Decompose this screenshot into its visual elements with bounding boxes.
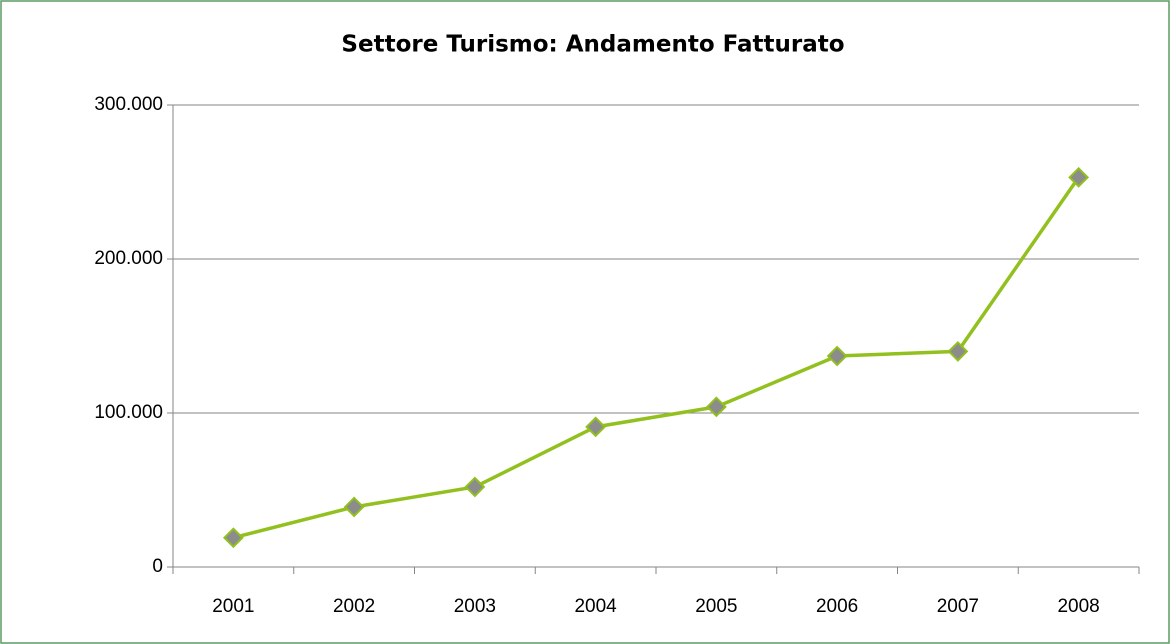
y-tick-label: 200.000 (94, 248, 163, 269)
data-point (222, 527, 244, 549)
x-tick-label: 2001 (212, 596, 254, 617)
data-point (705, 396, 727, 418)
data-point (464, 476, 486, 498)
x-tick-label: 2002 (333, 596, 375, 617)
data-point (826, 345, 848, 367)
x-tick-label: 2005 (695, 596, 737, 617)
y-tick-label: 0 (152, 556, 163, 577)
x-tick-label: 2007 (937, 596, 979, 617)
line-series (232, 176, 1081, 540)
chart-title: Settore Turismo: Andamento Fatturato (341, 32, 844, 58)
y-tick-label: 100.000 (94, 402, 163, 423)
data-point (947, 340, 969, 362)
x-tick-label: 2004 (574, 596, 617, 617)
data-point (343, 496, 365, 518)
x-tick-label: 2003 (454, 596, 496, 617)
data-point (585, 416, 607, 438)
y-tick-label: 300.000 (94, 94, 163, 115)
x-tick-label: 2008 (1057, 596, 1099, 617)
x-tick-label: 2006 (816, 596, 858, 617)
data-point (1068, 166, 1090, 188)
